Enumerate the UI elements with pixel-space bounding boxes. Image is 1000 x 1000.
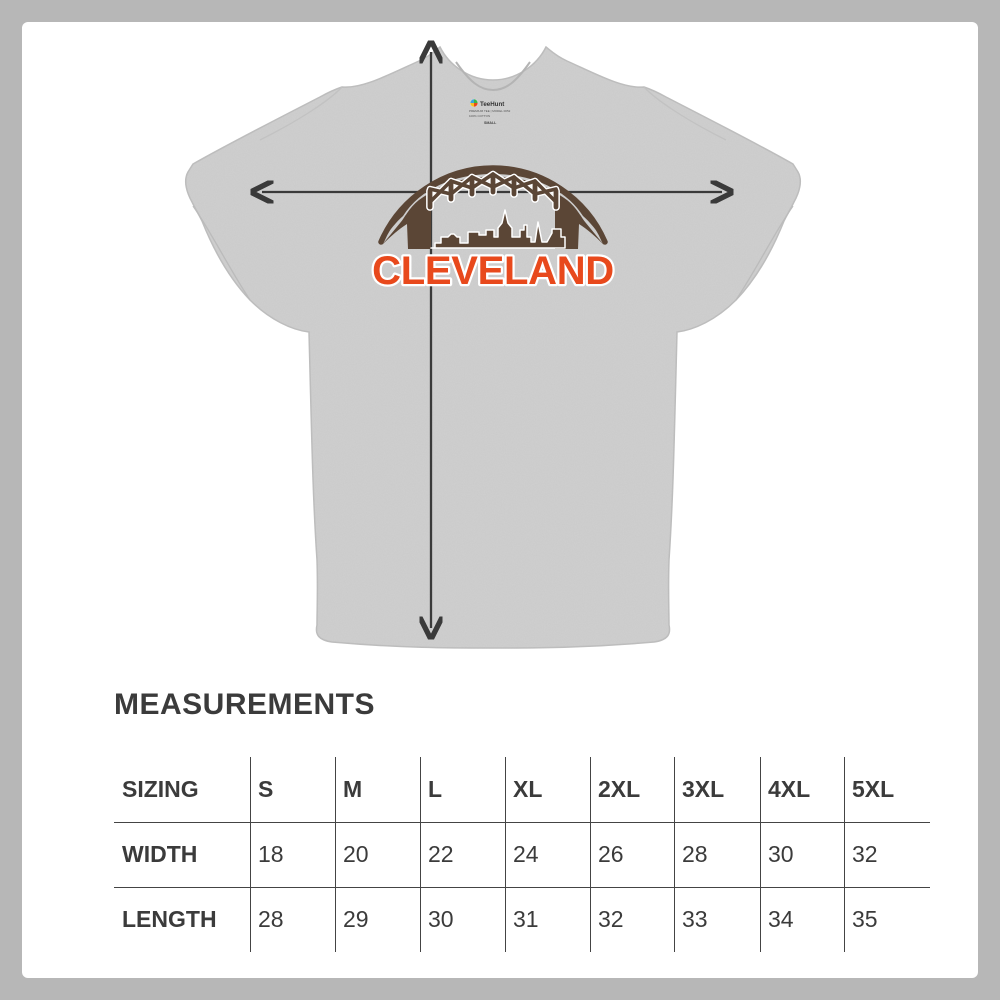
svg-text:PREMIUM TEE | MODEL 0052: PREMIUM TEE | MODEL 0052 (469, 109, 511, 113)
svg-text:CLEVELAND: CLEVELAND (372, 249, 614, 293)
svg-text:TeeHunt: TeeHunt (480, 101, 504, 108)
svg-text:SMALL: SMALL (484, 121, 497, 125)
svg-text:100% COTTON: 100% COTTON (469, 114, 490, 118)
